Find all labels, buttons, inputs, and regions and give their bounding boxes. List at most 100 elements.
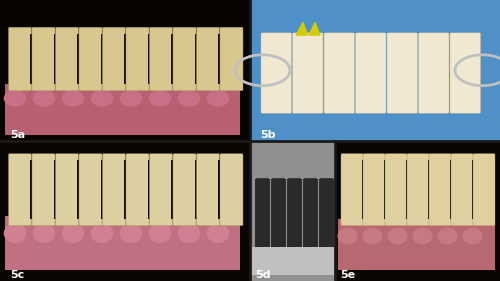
Ellipse shape bbox=[120, 223, 142, 243]
FancyBboxPatch shape bbox=[56, 27, 78, 91]
Text: 5d: 5d bbox=[255, 270, 270, 280]
Bar bbox=[0, 0, 250, 140]
Bar bbox=[124, 34, 128, 84]
FancyBboxPatch shape bbox=[173, 154, 196, 226]
Ellipse shape bbox=[120, 90, 142, 107]
Ellipse shape bbox=[388, 228, 407, 244]
FancyBboxPatch shape bbox=[126, 27, 149, 91]
FancyBboxPatch shape bbox=[79, 154, 102, 226]
FancyBboxPatch shape bbox=[341, 154, 363, 226]
FancyBboxPatch shape bbox=[150, 154, 172, 226]
FancyBboxPatch shape bbox=[196, 154, 220, 226]
Ellipse shape bbox=[178, 90, 200, 107]
Bar bbox=[77, 160, 80, 219]
Ellipse shape bbox=[178, 223, 200, 243]
Bar bbox=[250, 140, 335, 281]
FancyBboxPatch shape bbox=[261, 33, 292, 113]
Ellipse shape bbox=[4, 223, 26, 243]
FancyBboxPatch shape bbox=[150, 27, 172, 91]
Ellipse shape bbox=[91, 90, 114, 107]
FancyBboxPatch shape bbox=[407, 154, 429, 226]
Bar bbox=[171, 34, 174, 84]
Bar bbox=[0, 140, 250, 281]
FancyBboxPatch shape bbox=[126, 154, 149, 226]
Text: 5b: 5b bbox=[260, 130, 276, 140]
Ellipse shape bbox=[438, 228, 458, 244]
Ellipse shape bbox=[412, 228, 432, 244]
FancyBboxPatch shape bbox=[56, 154, 78, 226]
Bar bbox=[338, 219, 495, 270]
FancyBboxPatch shape bbox=[173, 27, 196, 91]
Ellipse shape bbox=[33, 223, 55, 243]
Bar bbox=[218, 34, 222, 84]
Bar bbox=[100, 34, 104, 84]
FancyBboxPatch shape bbox=[79, 27, 102, 91]
Bar bbox=[384, 160, 387, 219]
FancyBboxPatch shape bbox=[102, 154, 126, 226]
FancyBboxPatch shape bbox=[304, 179, 318, 265]
Ellipse shape bbox=[338, 228, 357, 244]
Ellipse shape bbox=[149, 90, 172, 107]
Ellipse shape bbox=[91, 223, 114, 243]
Bar bbox=[472, 160, 475, 219]
FancyBboxPatch shape bbox=[450, 33, 480, 113]
FancyBboxPatch shape bbox=[363, 154, 385, 226]
Bar bbox=[406, 160, 409, 219]
Polygon shape bbox=[296, 22, 308, 35]
Bar bbox=[148, 34, 151, 84]
Bar bbox=[335, 140, 500, 281]
Bar bbox=[5, 84, 240, 135]
Bar bbox=[171, 160, 174, 219]
FancyBboxPatch shape bbox=[473, 154, 495, 226]
Bar bbox=[54, 34, 57, 84]
FancyBboxPatch shape bbox=[220, 27, 243, 91]
FancyBboxPatch shape bbox=[256, 179, 270, 265]
FancyBboxPatch shape bbox=[324, 33, 354, 113]
Text: 5a: 5a bbox=[10, 130, 25, 140]
FancyBboxPatch shape bbox=[102, 27, 126, 91]
FancyBboxPatch shape bbox=[385, 154, 407, 226]
Bar bbox=[100, 160, 104, 219]
Bar bbox=[251, 247, 334, 275]
Ellipse shape bbox=[207, 90, 230, 107]
Bar bbox=[124, 160, 128, 219]
FancyBboxPatch shape bbox=[220, 154, 243, 226]
FancyBboxPatch shape bbox=[8, 154, 32, 226]
FancyBboxPatch shape bbox=[418, 33, 449, 113]
Bar bbox=[362, 160, 365, 219]
Ellipse shape bbox=[362, 228, 382, 244]
Ellipse shape bbox=[462, 228, 482, 244]
FancyBboxPatch shape bbox=[196, 27, 220, 91]
FancyBboxPatch shape bbox=[32, 154, 55, 226]
FancyBboxPatch shape bbox=[320, 179, 334, 265]
FancyBboxPatch shape bbox=[429, 154, 451, 226]
Bar bbox=[54, 160, 57, 219]
FancyBboxPatch shape bbox=[451, 154, 473, 226]
Bar bbox=[450, 160, 453, 219]
Ellipse shape bbox=[4, 90, 26, 107]
Bar bbox=[194, 34, 198, 84]
Bar bbox=[5, 216, 240, 270]
FancyBboxPatch shape bbox=[356, 33, 386, 113]
Text: 5e: 5e bbox=[340, 270, 355, 280]
Bar bbox=[30, 34, 34, 84]
Ellipse shape bbox=[149, 223, 172, 243]
FancyBboxPatch shape bbox=[32, 27, 55, 91]
Ellipse shape bbox=[62, 223, 84, 243]
Bar bbox=[428, 160, 431, 219]
Ellipse shape bbox=[207, 223, 230, 243]
Polygon shape bbox=[309, 22, 320, 35]
Bar bbox=[30, 160, 34, 219]
Ellipse shape bbox=[62, 90, 84, 107]
Bar bbox=[148, 160, 151, 219]
FancyBboxPatch shape bbox=[272, 179, 285, 265]
FancyBboxPatch shape bbox=[288, 179, 302, 265]
Bar bbox=[218, 160, 222, 219]
Ellipse shape bbox=[33, 90, 55, 107]
Bar bbox=[250, 0, 500, 140]
Text: 5c: 5c bbox=[10, 270, 24, 280]
FancyBboxPatch shape bbox=[8, 27, 32, 91]
FancyBboxPatch shape bbox=[292, 33, 323, 113]
FancyBboxPatch shape bbox=[387, 33, 418, 113]
Bar bbox=[77, 34, 80, 84]
